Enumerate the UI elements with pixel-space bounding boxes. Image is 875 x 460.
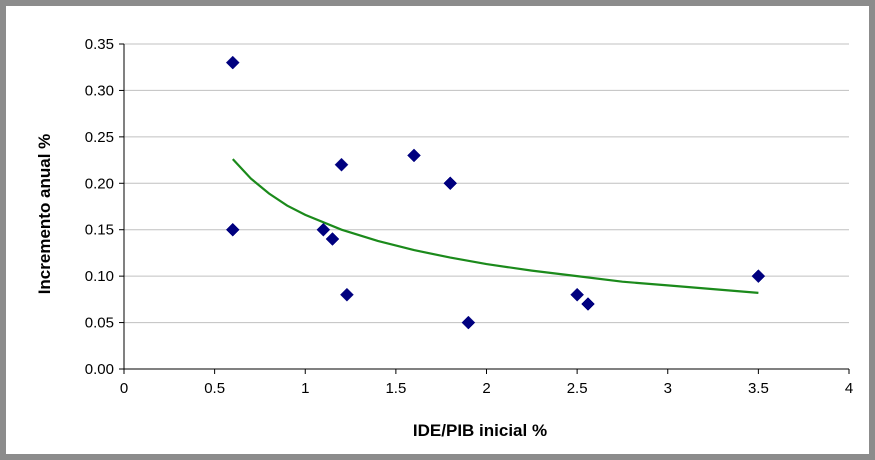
- data-point: [751, 269, 766, 283]
- y-tick-label: 0.30: [85, 82, 114, 99]
- x-axis-title: IDE/PIB inicial %: [413, 421, 547, 440]
- data-point: [340, 287, 354, 302]
- trendline-group: [231, 158, 759, 294]
- data-point: [316, 222, 331, 237]
- data-point: [581, 297, 595, 311]
- data-point: [443, 176, 458, 191]
- y-tick-label: 0.10: [85, 268, 114, 285]
- x-tick-label: 3.5: [748, 380, 769, 397]
- data-point: [225, 222, 240, 237]
- data-point: [570, 287, 584, 302]
- y-axis-title: Incremento anual %: [35, 134, 54, 295]
- trendline: [231, 158, 759, 294]
- data-point: [334, 157, 349, 172]
- y-tick-label: 0.05: [85, 315, 114, 332]
- x-tick-label: 2.5: [567, 380, 588, 397]
- y-tick-label: 0.00: [85, 361, 114, 378]
- x-tick-label: 4: [845, 380, 853, 397]
- y-tick-label: 0.15: [85, 222, 114, 239]
- x-tick-label: 2: [482, 380, 490, 397]
- x-tick-label: 1.5: [385, 380, 406, 397]
- data-point: [461, 315, 476, 330]
- gridlines: [124, 43, 849, 324]
- x-tick-labels: 0 0.5 1 1.5 2 2.5 3 3.5 4: [120, 380, 853, 397]
- y-tick-labels: 0.00 0.05 0.10 0.15 0.20 0.25 0.30 0.35: [85, 36, 114, 378]
- x-tick-label: 3: [664, 380, 672, 397]
- y-tick-label: 0.35: [85, 36, 114, 53]
- x-tick-label: 0: [120, 380, 128, 397]
- data-point: [407, 148, 421, 163]
- x-tick-label: 0.5: [204, 380, 225, 397]
- y-tick-label: 0.20: [85, 175, 114, 192]
- data-point: [225, 55, 240, 70]
- scatter-chart: 0.00 0.05 0.10 0.15 0.20 0.25 0.30 0.35 0 0.5 1 1.…: [35, 36, 853, 440]
- data-point: [325, 232, 340, 246]
- y-tick-label: 0.25: [85, 129, 114, 146]
- axes: [119, 43, 850, 374]
- x-tick-label: 1: [301, 380, 309, 397]
- data-points: [225, 55, 766, 330]
